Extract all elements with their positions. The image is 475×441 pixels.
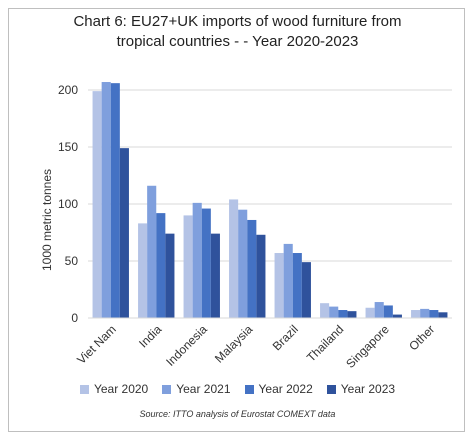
legend-item: Year 2023: [326, 382, 396, 396]
legend-swatch: [244, 384, 254, 394]
bar: [420, 308, 430, 318]
source-note: Source: ITTO analysis of Eurostat COMEXT…: [139, 409, 336, 419]
bar: [383, 305, 393, 318]
x-tick-label: Thailand: [304, 322, 346, 364]
bar: [283, 243, 293, 318]
legend-label: Year 2023: [340, 382, 396, 396]
y-tick-label: 0: [71, 311, 78, 325]
bar: [256, 234, 266, 318]
legend-swatch: [162, 384, 172, 394]
bar: [274, 253, 284, 318]
bar: [438, 312, 448, 318]
bar: [347, 311, 357, 318]
legend-item: Year 2021: [162, 382, 231, 396]
bar: [192, 202, 202, 318]
bar: [183, 215, 193, 318]
bar: [156, 213, 166, 318]
x-tick-label: Other: [406, 322, 437, 353]
bar: [147, 185, 157, 318]
bar: [338, 310, 348, 318]
bar: [101, 82, 111, 319]
x-tick-label: Singapore: [343, 322, 392, 371]
bar: [365, 307, 375, 318]
bar: [329, 306, 339, 318]
bar: [247, 219, 257, 318]
bar: [429, 310, 439, 318]
legend-swatch: [326, 384, 336, 394]
legend-swatch: [79, 384, 89, 394]
bar: [238, 209, 248, 318]
legend-item: Year 2022: [244, 382, 313, 396]
y-tick-label: 50: [65, 254, 79, 268]
bar: [92, 91, 102, 318]
x-tick-label: Indonesia: [163, 322, 210, 369]
legend-item: Year 2020: [79, 382, 149, 396]
x-tick-label: Viet Nam: [74, 322, 119, 367]
y-tick-label: 100: [58, 197, 78, 211]
legend-label: Year 2020: [93, 382, 149, 396]
y-tick-label: 200: [58, 83, 78, 97]
x-tick-label: Brazil: [270, 322, 301, 353]
chart-title: Chart 6: EU27+UK imports of wood furnitu…: [73, 13, 402, 50]
bar: [374, 302, 384, 318]
y-tick-label: 150: [58, 140, 78, 154]
bar: [201, 208, 211, 318]
legend-label: Year 2022: [258, 382, 313, 396]
bar: [138, 223, 148, 318]
bar: [165, 233, 175, 318]
x-tick-label: Malaysia: [212, 322, 256, 366]
bar: [110, 83, 120, 318]
bar: [119, 148, 129, 318]
bar: [301, 262, 311, 318]
chart-legend: Year 2020 Year 2021 Year 2022 Year 2023: [0, 382, 475, 396]
legend-label: Year 2021: [176, 382, 231, 396]
bar: [229, 199, 239, 318]
bar: [392, 314, 402, 318]
bar: [320, 303, 330, 318]
bar: [292, 253, 302, 318]
x-tick-label: India: [136, 322, 165, 351]
bar: [210, 233, 220, 318]
bar: [411, 310, 421, 318]
